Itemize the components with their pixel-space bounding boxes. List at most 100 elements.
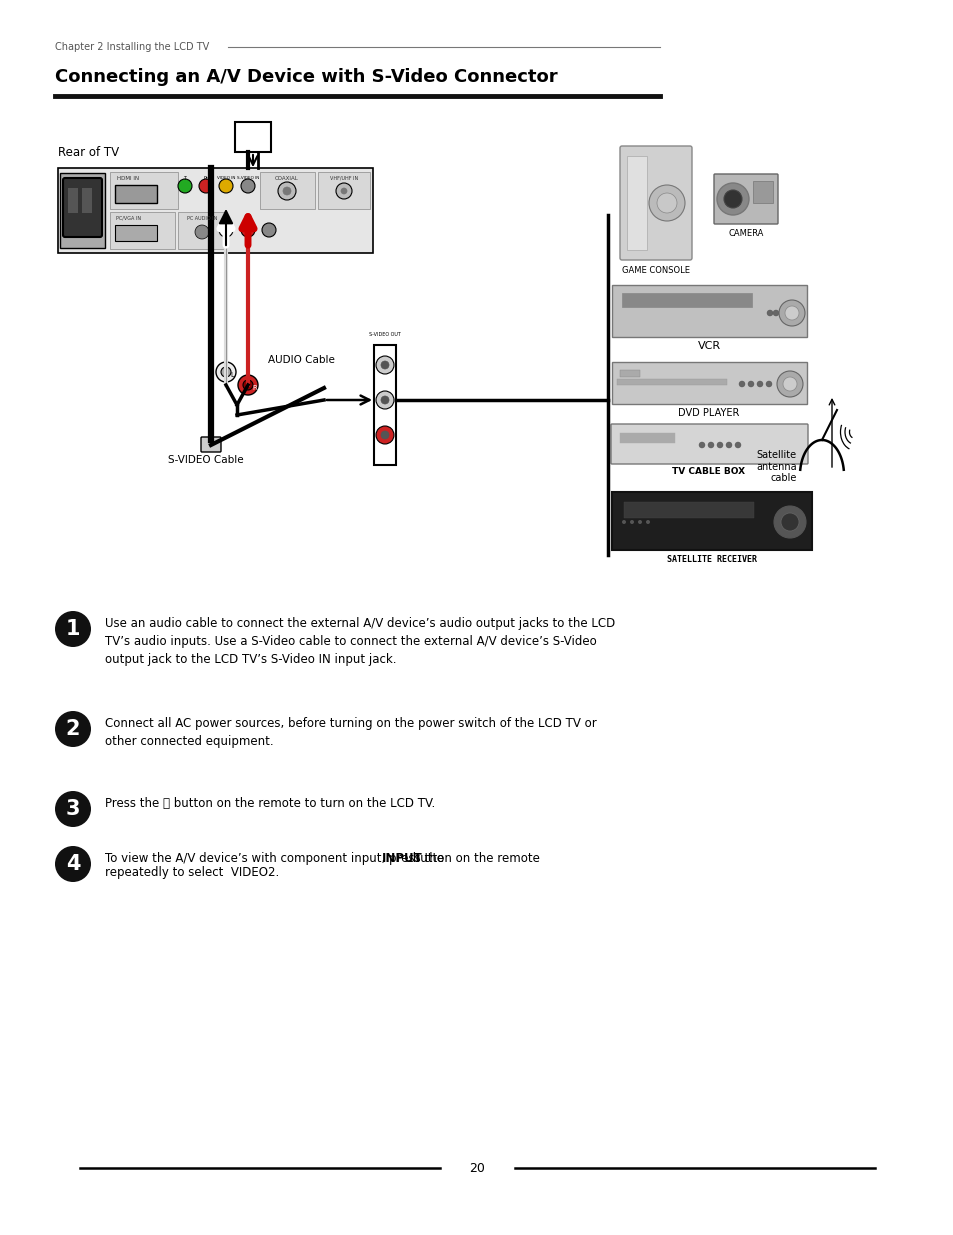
Text: 20: 20 [469,1161,484,1174]
FancyBboxPatch shape [612,362,806,404]
Circle shape [645,520,649,524]
Circle shape [629,520,634,524]
Circle shape [340,188,347,194]
Circle shape [277,182,295,200]
Circle shape [723,190,741,207]
Circle shape [781,513,799,531]
Text: Chapter 2 Installing the LCD TV: Chapter 2 Installing the LCD TV [55,42,209,52]
Circle shape [784,306,799,320]
Text: S-VIDEO Cable: S-VIDEO Cable [168,454,244,466]
FancyBboxPatch shape [612,285,806,337]
Circle shape [717,442,722,448]
FancyBboxPatch shape [60,173,105,248]
Text: VHF/UHF IN: VHF/UHF IN [330,177,357,182]
Circle shape [707,442,713,448]
Text: R: R [252,385,256,391]
Circle shape [747,382,753,387]
Circle shape [219,224,233,237]
FancyBboxPatch shape [82,188,91,212]
Circle shape [717,183,748,215]
Text: 1: 1 [66,619,80,638]
Text: 4: 4 [66,853,80,874]
Circle shape [194,225,209,240]
Text: DVD PLAYER: DVD PLAYER [678,408,739,417]
FancyBboxPatch shape [612,492,811,550]
Text: AUDIO Cable: AUDIO Cable [268,354,335,366]
Text: GAME CONSOLE: GAME CONSOLE [621,266,689,275]
Circle shape [199,179,213,193]
Text: Use an audio cable to connect the external A/V device’s audio output jacks to th: Use an audio cable to connect the extern… [105,618,615,666]
Circle shape [734,442,740,448]
FancyBboxPatch shape [317,172,370,209]
Circle shape [779,300,804,326]
Text: TV CABLE BOX: TV CABLE BOX [672,467,745,475]
Circle shape [782,377,796,391]
Circle shape [55,790,91,827]
FancyBboxPatch shape [260,172,314,209]
Circle shape [262,224,275,237]
Circle shape [380,361,389,369]
Text: CAMERA: CAMERA [727,228,763,238]
FancyBboxPatch shape [617,379,726,385]
Text: VIDEO IN: VIDEO IN [216,177,235,180]
Circle shape [773,506,805,538]
Circle shape [375,356,394,374]
Text: To view the A/V device’s with component input, press the: To view the A/V device’s with component … [105,852,447,864]
Circle shape [221,367,231,377]
Circle shape [241,224,254,237]
Circle shape [739,382,744,387]
Circle shape [55,846,91,882]
Text: Connect all AC power sources, before turning on the power switch of the LCD TV o: Connect all AC power sources, before tur… [105,718,597,748]
FancyBboxPatch shape [234,122,271,152]
FancyBboxPatch shape [621,293,751,308]
Circle shape [648,185,684,221]
Text: L: L [224,240,227,245]
Text: Pr: Pr [203,177,208,182]
FancyBboxPatch shape [610,424,807,464]
Circle shape [790,310,796,316]
Circle shape [55,611,91,647]
FancyBboxPatch shape [713,174,778,224]
FancyBboxPatch shape [626,156,646,249]
Circle shape [241,179,254,193]
FancyBboxPatch shape [752,182,772,203]
Text: SATELLITE RECEIVER: SATELLITE RECEIVER [666,555,757,564]
Text: Press the ⏻ button on the remote to turn on the LCD TV.: Press the ⏻ button on the remote to turn… [105,797,435,810]
Text: T: T [183,177,186,182]
Circle shape [335,183,352,199]
FancyBboxPatch shape [58,168,373,253]
Text: HDMI IN: HDMI IN [117,177,139,182]
FancyBboxPatch shape [110,172,178,209]
Circle shape [757,382,762,387]
Circle shape [638,520,641,524]
FancyBboxPatch shape [63,178,102,237]
FancyBboxPatch shape [115,225,157,241]
Text: R: R [246,240,250,245]
Text: Satellite
antenna
cable: Satellite antenna cable [756,450,796,483]
Circle shape [380,396,389,404]
Circle shape [772,310,779,316]
Circle shape [657,193,677,212]
Circle shape [243,380,253,390]
Text: 2: 2 [66,719,80,739]
Circle shape [699,442,704,448]
Circle shape [375,391,394,409]
Text: S-VIDEO OUT: S-VIDEO OUT [369,332,400,337]
FancyBboxPatch shape [619,370,639,377]
Circle shape [766,310,772,316]
Circle shape [725,442,731,448]
Circle shape [178,179,192,193]
Text: button on the remote: button on the remote [409,852,539,864]
Text: VCR: VCR [697,341,720,351]
Circle shape [219,179,233,193]
FancyBboxPatch shape [623,501,753,517]
Circle shape [223,227,229,233]
Circle shape [621,520,625,524]
Circle shape [237,375,257,395]
Text: 3: 3 [66,799,80,819]
Text: Connecting an A/V Device with S-Video Connector: Connecting an A/V Device with S-Video Co… [55,68,558,86]
Circle shape [245,227,251,233]
Circle shape [283,186,291,195]
Text: PC AUDIO IN: PC AUDIO IN [187,216,217,221]
Circle shape [375,426,394,445]
